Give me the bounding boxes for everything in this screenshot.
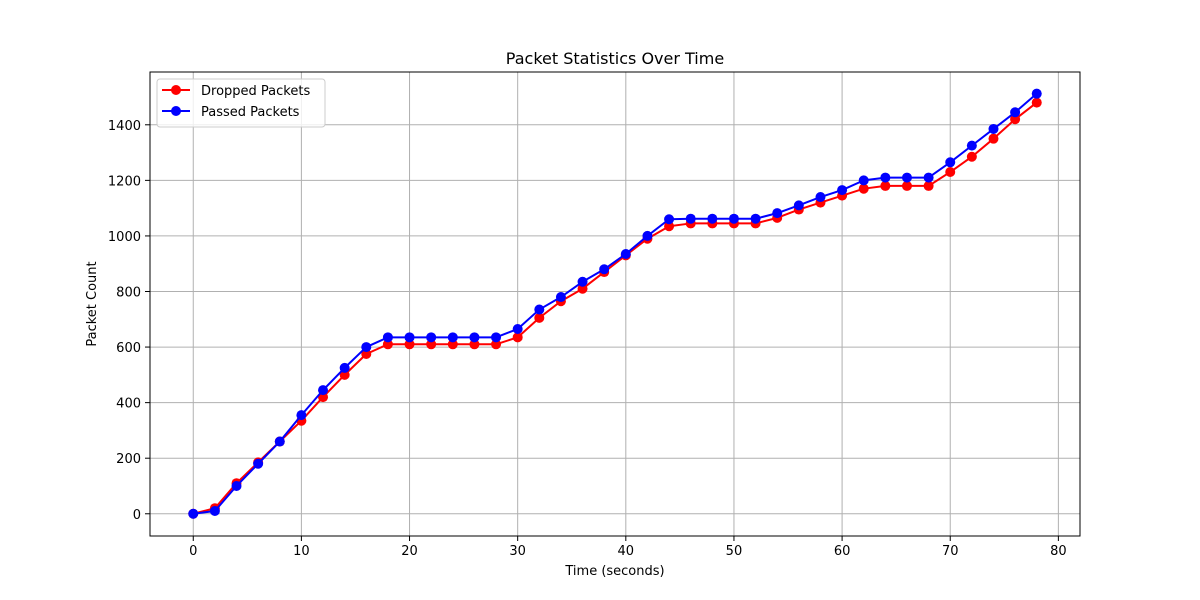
y-tick-label: 400: [116, 397, 141, 412]
passed-packets-point: [664, 214, 675, 225]
passed-packets-point: [599, 264, 610, 275]
dropped-packets-point: [1031, 97, 1042, 108]
dropped-packets-point: [491, 339, 502, 350]
x-tick-label: 50: [726, 544, 743, 559]
chart-title: Packet Statistics Over Time: [506, 49, 724, 68]
passed-packets-point: [728, 213, 739, 224]
y-tick-label: 1200: [108, 174, 141, 189]
passed-packets-point: [815, 192, 826, 203]
dropped-packets-point: [404, 339, 415, 350]
passed-packets-point: [1031, 88, 1042, 99]
series-layer: [188, 88, 1042, 519]
passed-packets-point: [577, 276, 588, 287]
x-tick-label: 0: [189, 544, 197, 559]
passed-packets-point: [901, 172, 912, 183]
y-tick-label: 0: [133, 508, 141, 523]
passed-packets-point: [685, 213, 696, 224]
passed-packets-point: [231, 480, 242, 491]
grid: [150, 72, 1080, 536]
passed-packets-point: [707, 213, 718, 224]
passed-packets-point: [923, 172, 934, 183]
legend-box: [156, 78, 326, 128]
passed-packets-point: [793, 200, 804, 211]
dropped-packets-point: [858, 183, 869, 194]
passed-packets-point: [880, 172, 891, 183]
dropped-packets-line: [193, 101, 1038, 515]
x-tick-label: 40: [618, 544, 635, 559]
passed-packets-point: [750, 213, 761, 224]
plot-frame: [149, 71, 1081, 537]
y-tick-label: 200: [116, 452, 141, 467]
x-tick-label: 60: [834, 544, 851, 559]
passed-packets-point: [209, 505, 220, 516]
y-tick-label: 600: [116, 341, 141, 356]
dropped-packets-point: [361, 349, 372, 360]
dropped-packets-point: [534, 312, 545, 323]
series-passed-packets: [188, 88, 1042, 519]
dropped-packets-point: [426, 339, 437, 350]
x-tick-label: 70: [942, 544, 959, 559]
passed-packets-point: [837, 185, 848, 196]
y-tick-label: 1400: [108, 119, 141, 134]
y-axis-label: Packet Count: [85, 261, 100, 346]
dropped-packets-point: [901, 180, 912, 191]
legend: Dropped Packets Passed Packets: [156, 78, 326, 128]
passed-packets-point: [318, 385, 329, 396]
dropped-packets-point: [577, 283, 588, 294]
dropped-packets-point: [923, 180, 934, 191]
dropped-packets-point: [988, 133, 999, 144]
passed-packets-point: [642, 230, 653, 241]
passed-packets-point: [966, 140, 977, 151]
passed-packets-point: [426, 332, 437, 343]
dropped-packets-point: [880, 180, 891, 191]
passed-packets-point: [620, 248, 631, 259]
passed-packets-point: [491, 332, 502, 343]
y-tick-label: 1000: [108, 230, 141, 245]
passed-packets-point: [296, 410, 307, 421]
dropped-packets-point: [339, 369, 350, 380]
passed-packets-point: [339, 362, 350, 373]
passed-packets-point: [534, 304, 545, 315]
legend-label-passed: Passed Packets: [201, 105, 300, 120]
passed-packets-point: [382, 332, 393, 343]
passed-packets-point: [188, 508, 199, 519]
passed-packets-point: [512, 324, 523, 335]
dropped-packets-point: [1010, 114, 1021, 125]
x-axis-label: Time (seconds): [564, 564, 664, 579]
y-tick-label: 800: [116, 285, 141, 300]
legend-marker-passed: [171, 106, 181, 116]
passed-packets-point: [404, 332, 415, 343]
dropped-packets-point: [469, 339, 480, 350]
dropped-packets-point: [945, 167, 956, 178]
x-tick-label: 80: [1050, 544, 1067, 559]
dropped-packets-point: [382, 339, 393, 350]
passed-packets-point: [361, 342, 372, 353]
passed-packets-point: [945, 157, 956, 168]
passed-packets-point: [772, 208, 783, 219]
x-tick-label: 20: [401, 544, 418, 559]
passed-packets-point: [253, 458, 264, 469]
x-tick-label: 10: [293, 544, 310, 559]
passed-packets-point: [447, 332, 458, 343]
legend-marker-dropped: [171, 85, 181, 95]
x-axis: 0 10 20 30 40 50 60 70 80: [189, 536, 1067, 559]
passed-packets-point: [274, 436, 285, 447]
passed-packets-point: [1010, 107, 1021, 118]
x-tick-label: 30: [509, 544, 526, 559]
passed-packets-point: [469, 332, 480, 343]
y-axis: 0 200 400 600 800 1000 1200 1400: [108, 119, 150, 523]
passed-packets-point: [555, 292, 566, 303]
dropped-packets-point: [664, 221, 675, 232]
dropped-packets-point: [512, 332, 523, 343]
passed-packets-point: [988, 123, 999, 134]
legend-label-dropped: Dropped Packets: [201, 84, 310, 99]
dropped-packets-point: [318, 392, 329, 403]
passed-packets-point: [858, 175, 869, 186]
dropped-packets-point: [447, 339, 458, 350]
dropped-packets-point: [966, 151, 977, 162]
passed-packets-line: [193, 92, 1038, 515]
